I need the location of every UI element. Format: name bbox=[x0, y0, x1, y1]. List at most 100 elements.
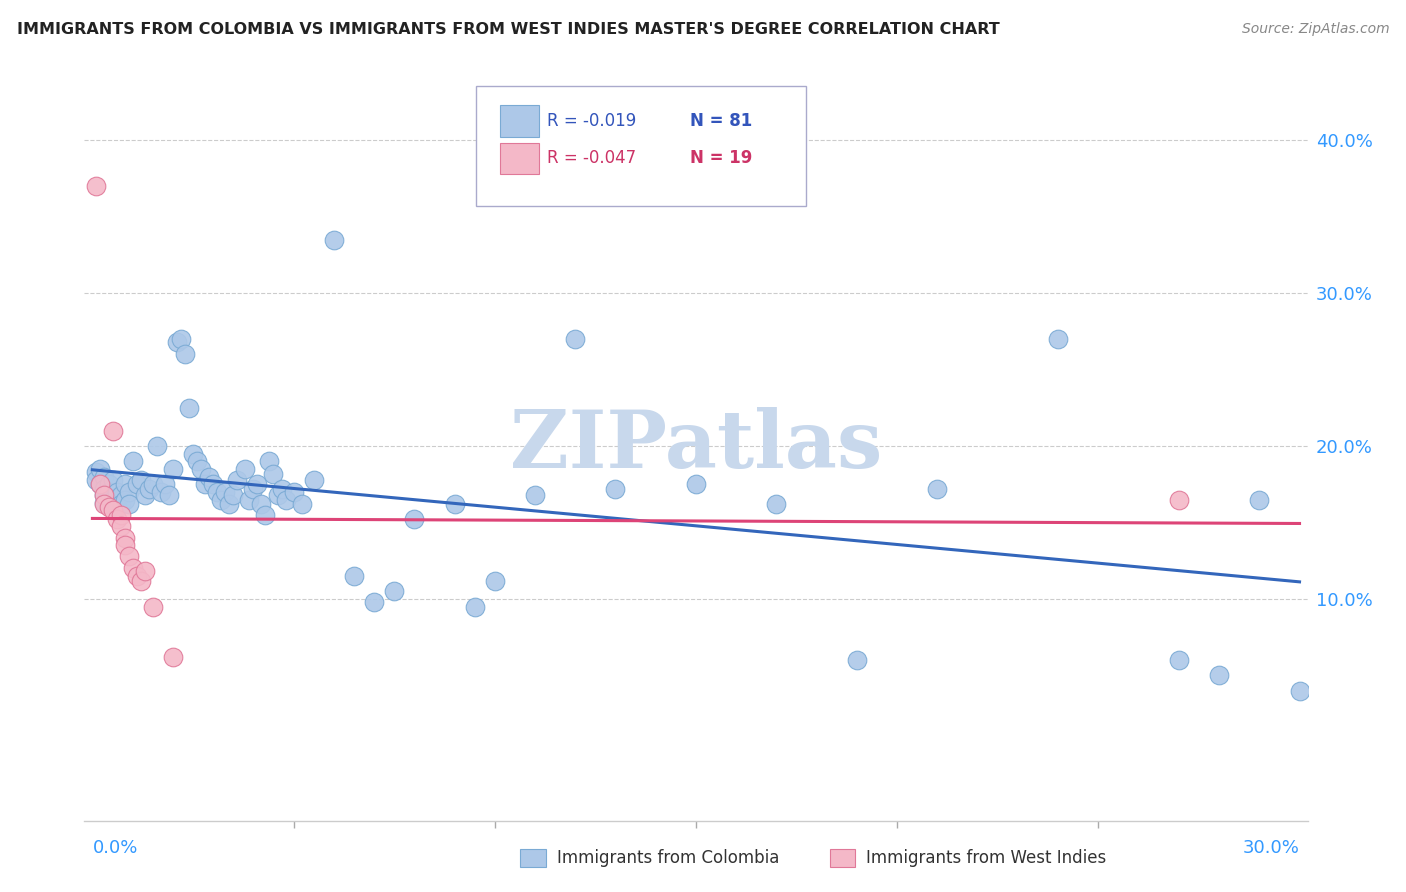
Point bbox=[177, 401, 200, 415]
Point bbox=[1249, 492, 1271, 507]
Point bbox=[121, 454, 143, 468]
Point bbox=[93, 482, 115, 496]
Point bbox=[110, 488, 132, 502]
Text: N = 81: N = 81 bbox=[690, 112, 752, 130]
Text: R = -0.019: R = -0.019 bbox=[547, 112, 636, 130]
Point bbox=[1208, 668, 1230, 682]
Point bbox=[685, 477, 707, 491]
Point bbox=[97, 500, 120, 515]
Point bbox=[222, 488, 245, 502]
Point bbox=[1167, 653, 1189, 667]
Text: 30.0%: 30.0% bbox=[1243, 839, 1299, 857]
Point bbox=[86, 473, 108, 487]
FancyBboxPatch shape bbox=[501, 105, 540, 136]
Point bbox=[117, 497, 139, 511]
Point bbox=[93, 488, 115, 502]
Text: 0.0%: 0.0% bbox=[93, 839, 138, 857]
Point bbox=[101, 492, 124, 507]
Point bbox=[125, 569, 148, 583]
Text: Source: ZipAtlas.com: Source: ZipAtlas.com bbox=[1241, 22, 1389, 37]
Point bbox=[101, 424, 124, 438]
Point bbox=[382, 584, 405, 599]
Point bbox=[190, 462, 212, 476]
Point bbox=[149, 484, 172, 499]
Point bbox=[186, 454, 208, 468]
Text: IMMIGRANTS FROM COLOMBIA VS IMMIGRANTS FROM WEST INDIES MASTER'S DEGREE CORRELAT: IMMIGRANTS FROM COLOMBIA VS IMMIGRANTS F… bbox=[17, 22, 1000, 37]
Point bbox=[291, 497, 314, 511]
Point bbox=[214, 484, 236, 499]
Point bbox=[153, 477, 176, 491]
Point bbox=[89, 462, 111, 476]
Point bbox=[233, 462, 256, 476]
Point bbox=[93, 497, 115, 511]
Point bbox=[97, 484, 120, 499]
Point bbox=[218, 497, 240, 511]
Point bbox=[121, 561, 143, 575]
Point bbox=[1167, 492, 1189, 507]
Point bbox=[105, 512, 128, 526]
Point bbox=[157, 488, 180, 502]
Point bbox=[202, 477, 225, 491]
Point bbox=[564, 332, 586, 346]
Point bbox=[1288, 683, 1310, 698]
Text: Immigrants from West Indies: Immigrants from West Indies bbox=[866, 849, 1107, 867]
Point bbox=[302, 473, 325, 487]
Text: N = 19: N = 19 bbox=[690, 149, 752, 168]
Point bbox=[259, 454, 281, 468]
Point bbox=[86, 179, 108, 194]
Point bbox=[142, 599, 165, 614]
Point bbox=[242, 482, 264, 496]
Point bbox=[114, 538, 136, 552]
Point bbox=[86, 465, 108, 479]
Point bbox=[198, 469, 221, 483]
FancyBboxPatch shape bbox=[475, 87, 806, 206]
Point bbox=[250, 497, 273, 511]
Point bbox=[170, 332, 193, 346]
Point bbox=[110, 497, 132, 511]
Point bbox=[263, 467, 285, 481]
Point bbox=[138, 482, 160, 496]
Point bbox=[101, 503, 124, 517]
Point bbox=[162, 650, 184, 665]
Point bbox=[117, 549, 139, 563]
Point bbox=[105, 500, 128, 515]
Point bbox=[363, 595, 385, 609]
Point bbox=[146, 439, 169, 453]
Point bbox=[89, 477, 111, 491]
Text: Immigrants from Colombia: Immigrants from Colombia bbox=[557, 849, 779, 867]
Point bbox=[254, 508, 277, 522]
Point bbox=[266, 488, 288, 502]
FancyBboxPatch shape bbox=[501, 143, 540, 174]
Point bbox=[238, 492, 260, 507]
Point bbox=[114, 531, 136, 545]
Point bbox=[1047, 332, 1070, 346]
Point bbox=[765, 497, 787, 511]
Point bbox=[105, 484, 128, 499]
Point bbox=[134, 565, 156, 579]
Point bbox=[110, 518, 132, 533]
Point bbox=[343, 569, 366, 583]
Point bbox=[93, 495, 115, 509]
Point bbox=[114, 477, 136, 491]
Text: R = -0.047: R = -0.047 bbox=[547, 149, 636, 168]
Point bbox=[270, 482, 292, 496]
Point bbox=[142, 477, 165, 491]
Point bbox=[166, 334, 188, 349]
Point bbox=[129, 473, 152, 487]
Point bbox=[443, 497, 465, 511]
Point bbox=[205, 484, 228, 499]
Point bbox=[89, 477, 111, 491]
Point bbox=[246, 477, 269, 491]
Point bbox=[101, 473, 124, 487]
Point bbox=[174, 347, 197, 361]
Point bbox=[404, 512, 426, 526]
Point bbox=[125, 477, 148, 491]
Point bbox=[209, 492, 232, 507]
Point bbox=[110, 508, 132, 522]
Point bbox=[181, 447, 204, 461]
Point bbox=[322, 233, 344, 247]
Point bbox=[93, 488, 115, 502]
Point bbox=[114, 492, 136, 507]
Point bbox=[484, 574, 506, 588]
Point bbox=[845, 653, 868, 667]
